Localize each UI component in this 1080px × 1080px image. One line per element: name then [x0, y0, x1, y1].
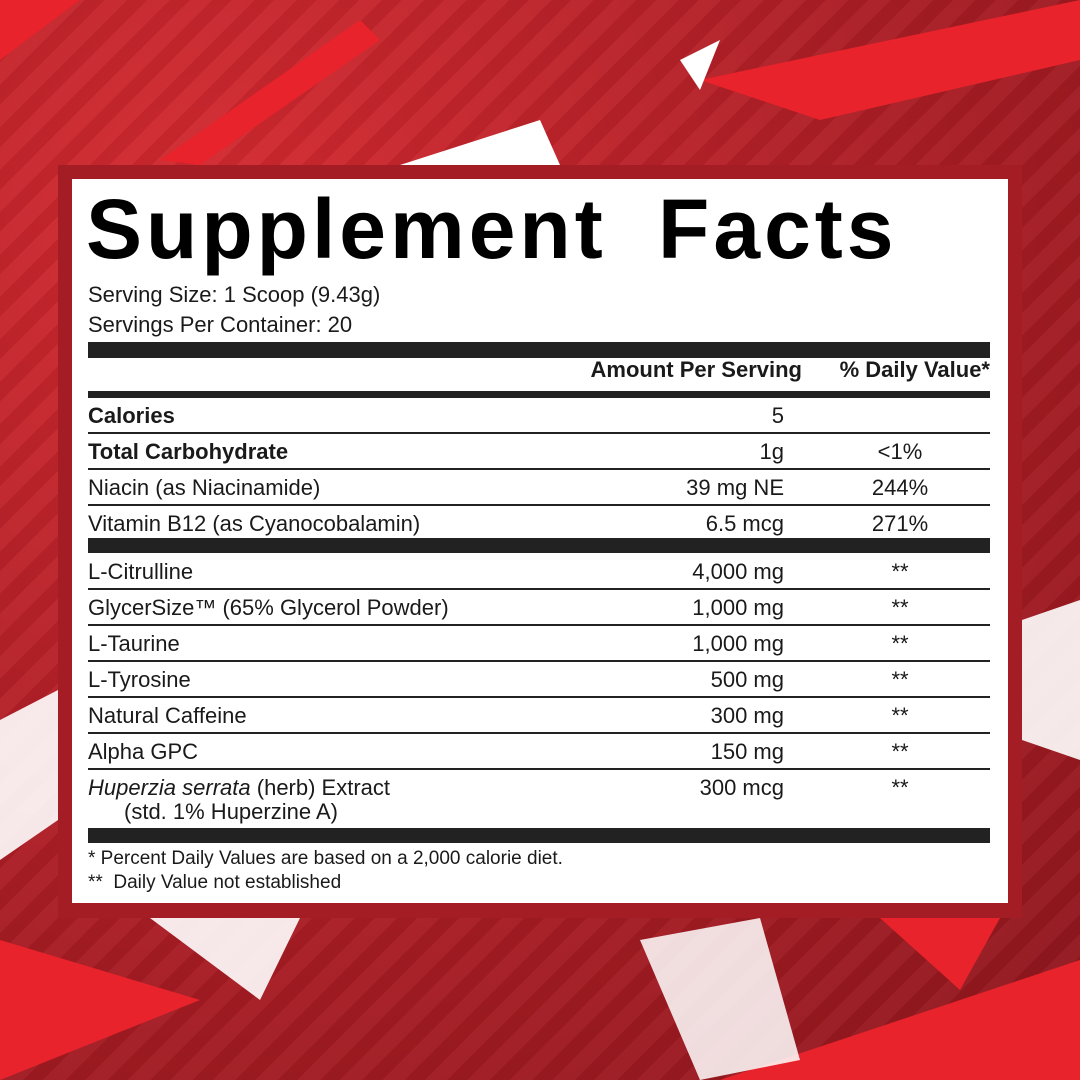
nutrient-row: Calories 5: [88, 398, 990, 434]
servings-per-container: Servings Per Container: 20: [88, 312, 353, 337]
nutrient-amount: 1g: [759, 439, 784, 464]
nutrient-row: Vitamin B12 (as Cyanocobalamin) 6.5 mcg …: [88, 506, 990, 540]
nutrient-name: Vitamin B12 (as Cyanocobalamin): [88, 511, 421, 536]
nutrient-amount: 6.5 mcg: [705, 511, 784, 536]
ingredient-amount: 300 mcg: [699, 775, 784, 800]
ingredient-dv: **: [891, 667, 909, 692]
ingredient-row: GlycerSize™ (65% Glycerol Powder) 1,000 …: [88, 590, 990, 626]
divider-medium: [88, 391, 990, 398]
ingredient-amount: 300 mg: [710, 703, 784, 728]
ingredient-name: L-Taurine: [88, 631, 180, 656]
nutrient-dv: 271%: [871, 511, 929, 536]
ingredient-name: Natural Caffeine: [88, 703, 247, 728]
ingredient-dv: **: [891, 739, 909, 764]
nutrient-row: Total Carbohydrate 1g <1%: [88, 434, 990, 470]
supplement-facts-panel: Supplement Facts Serving Size: 1 Scoop (…: [72, 179, 1008, 903]
ingredient-dv: **: [891, 703, 909, 728]
nutrient-amount: 39 mg NE: [686, 475, 784, 500]
ingredient-dv: **: [891, 631, 909, 656]
ingredient-name: GlycerSize™ (65% Glycerol Powder): [88, 595, 449, 620]
ingredient-name: L-Tyrosine: [88, 667, 191, 692]
ingredient-name: Huperzia serrata (herb) Extract: [88, 775, 390, 801]
ingredient-row: Huperzia serrata (herb) Extract (std. 1%…: [88, 770, 990, 828]
ingredient-standardization: (std. 1% Huperzine A): [124, 799, 338, 824]
ingredient-amount: 150 mg: [710, 739, 784, 764]
divider-thick: [88, 538, 990, 553]
footnote-not-established: ** Daily Value not established: [88, 872, 342, 893]
ingredient-row: L-Citrulline 4,000 mg **: [88, 554, 990, 590]
ingredient-dv: **: [891, 595, 909, 620]
divider-thick: [88, 828, 990, 843]
ingredient-row: L-Taurine 1,000 mg **: [88, 626, 990, 662]
ingredient-latin-name: Huperzia serrata: [88, 775, 251, 800]
ingredient-row: Alpha GPC 150 mg **: [88, 734, 990, 770]
ingredient-name-rest: (herb) Extract: [250, 775, 391, 800]
ingredient-name: L-Citrulline: [88, 559, 194, 584]
page-title: Supplement Facts: [86, 182, 898, 276]
amount-header: Amount Per Serving: [590, 357, 802, 382]
serving-size: Serving Size: 1 Scoop (9.43g): [88, 282, 381, 307]
footnote-daily-values: * Percent Daily Values are based on a 2,…: [88, 848, 563, 869]
ingredient-amount: 1,000 mg: [692, 595, 784, 620]
nutrient-dv: <1%: [877, 439, 923, 464]
nutrient-amount: 5: [771, 403, 784, 428]
ingredient-row: Natural Caffeine 300 mg **: [88, 698, 990, 734]
ingredient-amount: 500 mg: [710, 667, 784, 692]
nutrient-name: Total Carbohydrate: [88, 439, 289, 464]
divider-thick: [88, 342, 990, 358]
ingredient-amount: 4,000 mg: [692, 559, 784, 584]
ingredient-row: L-Tyrosine 500 mg **: [88, 662, 990, 698]
nutrient-name: Calories: [88, 403, 175, 428]
ingredient-amount: 1,000 mg: [692, 631, 784, 656]
nutrient-row: Niacin (as Niacinamide) 39 mg NE 244%: [88, 470, 990, 506]
nutrient-dv: 244%: [871, 475, 929, 500]
daily-value-header: % Daily Value*: [839, 357, 990, 382]
ingredient-name: Alpha GPC: [88, 739, 199, 764]
ingredient-dv: **: [891, 559, 909, 584]
nutrient-name: Niacin (as Niacinamide): [88, 475, 321, 500]
ingredient-dv: **: [891, 775, 909, 800]
